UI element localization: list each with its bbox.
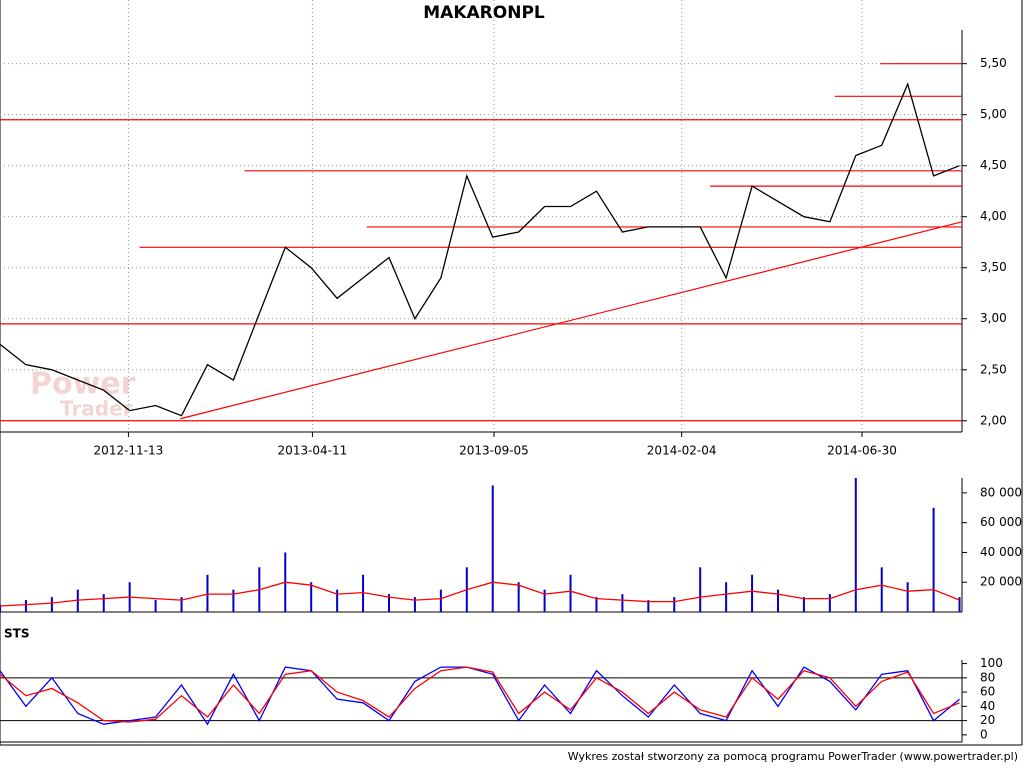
y-tick-label: 20 bbox=[980, 713, 995, 727]
watermark: Trader bbox=[60, 397, 133, 421]
y-tick-label: 2,50 bbox=[980, 362, 1007, 376]
volume-bar bbox=[310, 582, 313, 612]
volume-bar bbox=[154, 600, 157, 612]
volume-bar bbox=[880, 567, 883, 612]
volume-bar bbox=[336, 589, 339, 612]
y-tick-label: 80 000 bbox=[980, 485, 1022, 499]
y-tick-label: 40 000 bbox=[980, 545, 1022, 559]
x-tick-label: 2013-09-05 bbox=[459, 444, 529, 458]
chart-title: MAKARONPL bbox=[423, 3, 545, 23]
panel-title: STS bbox=[4, 627, 29, 641]
y-tick-label: 5,50 bbox=[980, 56, 1007, 70]
y-tick-label: 80 bbox=[980, 670, 995, 684]
y-tick-label: 60 000 bbox=[980, 515, 1022, 529]
y-tick-label: 60 bbox=[980, 685, 995, 699]
volume-bar bbox=[362, 574, 365, 612]
volume-bar bbox=[725, 582, 728, 612]
x-tick-label: 2013-04-11 bbox=[278, 444, 348, 458]
y-tick-label: 4,50 bbox=[980, 158, 1007, 172]
y-tick-label: 3,00 bbox=[980, 311, 1007, 325]
footer: Wykres został stworzony za pomocą progra… bbox=[568, 750, 1018, 763]
y-tick-label: 40 bbox=[980, 699, 995, 713]
volume-bar bbox=[50, 597, 53, 612]
volume-bar bbox=[0, 604, 1, 612]
volume-bar bbox=[932, 507, 935, 612]
volume-bar bbox=[491, 485, 494, 612]
volume-bar bbox=[621, 594, 624, 612]
volume-bar bbox=[776, 589, 779, 612]
volume-bar bbox=[751, 574, 754, 612]
series-line bbox=[0, 666, 960, 726]
volume-bar bbox=[543, 589, 546, 612]
y-tick-label: 3,50 bbox=[980, 260, 1007, 274]
x-tick-label: 2014-06-30 bbox=[827, 444, 897, 458]
x-tick-label: 2014-02-04 bbox=[647, 444, 717, 458]
volume-bar bbox=[387, 594, 390, 612]
series-line bbox=[0, 82, 960, 417]
watermark: Power bbox=[30, 367, 136, 402]
volume-bar bbox=[439, 589, 442, 612]
y-tick-label: 5,00 bbox=[980, 107, 1007, 121]
volume-bar bbox=[76, 589, 79, 612]
volume-bar bbox=[569, 574, 572, 612]
volume-bar bbox=[906, 582, 909, 612]
volume-bar bbox=[958, 597, 961, 612]
series-line bbox=[0, 666, 960, 723]
volume-bar bbox=[206, 574, 209, 612]
volume-bar bbox=[595, 597, 598, 612]
volume-bar bbox=[180, 597, 183, 612]
volume-bar bbox=[232, 589, 235, 612]
volume-bar bbox=[517, 582, 520, 612]
volume-bar bbox=[102, 594, 105, 612]
volume-bar bbox=[24, 600, 27, 612]
volume-bar bbox=[828, 594, 831, 612]
y-tick-label: 0 bbox=[980, 727, 988, 741]
y-tick-label: 100 bbox=[980, 656, 1003, 670]
y-tick-label: 4,00 bbox=[980, 209, 1007, 223]
x-tick-label: 2012-11-13 bbox=[94, 444, 164, 458]
volume-bar bbox=[802, 597, 805, 612]
y-tick-label: 2,00 bbox=[980, 413, 1007, 427]
volume-bar bbox=[699, 567, 702, 612]
series-line bbox=[0, 581, 960, 607]
y-tick-label: 20 000 bbox=[980, 575, 1022, 589]
volume-bar bbox=[673, 597, 676, 612]
volume-bar bbox=[854, 478, 857, 612]
volume-bar bbox=[647, 600, 650, 612]
volume-bar bbox=[413, 597, 416, 612]
trend-line bbox=[180, 221, 963, 420]
